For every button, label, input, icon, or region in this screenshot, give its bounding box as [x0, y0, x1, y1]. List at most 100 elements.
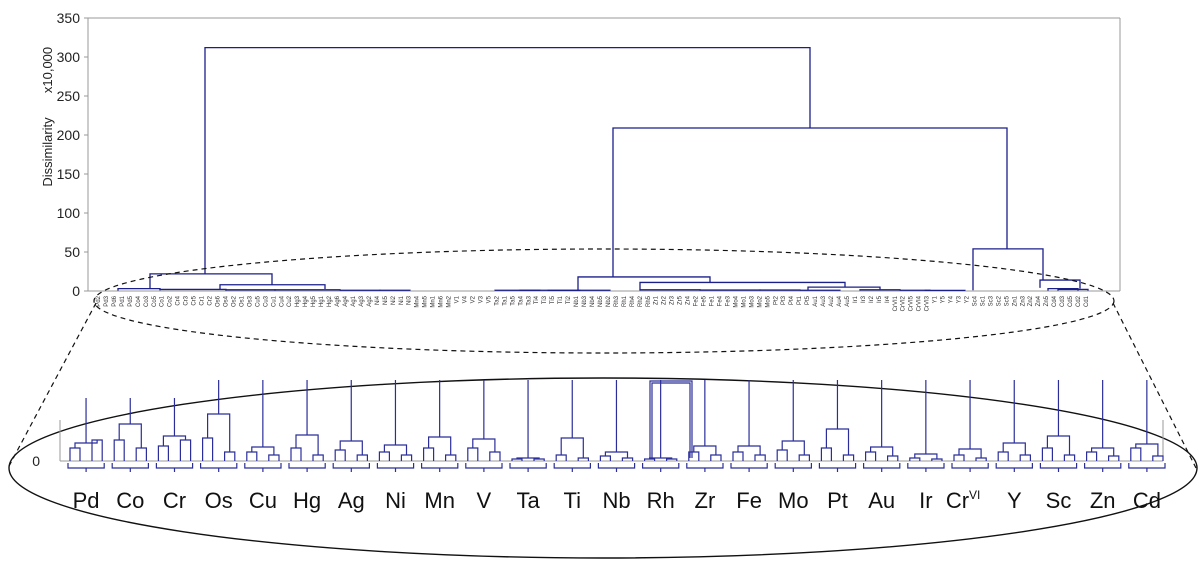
leaf-label: Cu4	[279, 295, 285, 307]
leaf-label: Pd3	[104, 295, 110, 306]
dendrogram-link	[639, 281, 846, 290]
zoom-link	[202, 437, 214, 461]
zoom-link	[599, 455, 611, 461]
zoom-link	[467, 447, 479, 461]
zoom-link	[1108, 455, 1120, 461]
zoom-bracket	[774, 463, 812, 469]
leaf-label: Pd1	[120, 295, 126, 306]
zoom-link	[820, 447, 832, 461]
zoom-bracket	[155, 463, 194, 469]
zoom-link	[69, 447, 81, 461]
dendrogram-link	[859, 289, 901, 291]
leaf-label: Zr2	[662, 295, 668, 305]
dendrogram-link	[759, 289, 801, 291]
leaf-label: Ir4	[885, 295, 891, 303]
leaf-label: Zn5	[1044, 295, 1050, 306]
zoom-group-label: Ni	[385, 488, 406, 513]
leaf-label: Rh3	[614, 295, 620, 307]
leaf-label: Ag2	[367, 295, 373, 306]
zoom-group-label: Mn	[424, 488, 455, 513]
zoom-group-label: Fe	[736, 488, 762, 513]
leaf-label: V5	[486, 295, 492, 303]
y-tick-labels: 0 50 100 150 200 250 300 350	[57, 10, 88, 299]
leaf-label: Ni1	[399, 295, 405, 305]
leaf-label: Mn1	[431, 295, 437, 307]
zoom-group-superscript: VI	[969, 488, 980, 502]
leaf-label: Mo3	[749, 295, 755, 307]
zoom-bracket	[67, 463, 105, 469]
zoom-bracket	[597, 463, 636, 469]
zoom-link	[224, 451, 236, 461]
leaf-labels: Pd2 Pd3 Pd6 Pd1 Pd5 Co4 Co3 Co5 Co1 Co2 Cr4 Cr3 Cr5 C…	[96, 295, 1090, 311]
zoom-group-label: Au	[868, 488, 895, 513]
zoom-group-label: Pt	[827, 488, 848, 513]
leaf-label: Cd1	[1084, 295, 1090, 307]
leaf-label: Ta3	[526, 295, 532, 305]
leaf-label: Zr1	[654, 295, 660, 305]
zoom-group-label: Zr	[695, 488, 716, 513]
leaf-label: Rh5	[646, 295, 652, 307]
leaf-label: Nb2	[606, 295, 612, 307]
dendrogram-link	[972, 248, 1044, 291]
leaf-label: Co4	[136, 295, 142, 307]
leaf-label: V4	[463, 295, 469, 303]
zoom-link	[113, 439, 125, 461]
leaf-label: Sc1	[980, 295, 986, 306]
zoom-group-label: Sc	[1046, 488, 1072, 513]
zoom-group-label: Cr	[163, 488, 186, 513]
zoom-link	[157, 445, 169, 461]
leaf-label: Mn4	[415, 295, 421, 307]
zoom-group-label: Y	[1007, 488, 1022, 513]
dendrogram-link	[117, 288, 161, 291]
leaf-label: Ir5	[877, 295, 883, 303]
leaf-label: Au2	[829, 295, 835, 306]
leaf-label: Ag3	[359, 295, 365, 306]
zoom-bracket	[686, 463, 724, 469]
dendrogram-link	[807, 286, 881, 290]
zoom-link	[339, 440, 363, 455]
leaf-label: Rh1	[622, 295, 628, 307]
leaf-label: Cd2	[1076, 295, 1082, 307]
zoom-link	[953, 454, 965, 461]
zoom-bracket	[376, 463, 415, 469]
leaf-label: CrVI3	[925, 295, 931, 311]
leaf-label: Zn3	[1020, 295, 1026, 306]
zoom-group-label: Ag	[338, 488, 365, 513]
zoom-group-label: Os	[205, 488, 233, 513]
zoom-link	[251, 446, 275, 455]
leaf-label: Nb3	[582, 295, 588, 307]
leaf-label: Y3	[957, 295, 963, 303]
leaf-label: Ni3	[407, 295, 413, 305]
zoom-bracket	[1084, 463, 1122, 469]
leaf-label: Zn2	[1028, 295, 1034, 306]
zoom-link	[997, 451, 1009, 461]
dendrogram-link	[149, 273, 273, 289]
leaf-label: Ni2	[391, 295, 397, 305]
zoom-link	[118, 423, 142, 448]
leaf-label: CrVI1	[893, 295, 899, 311]
leaf-label: Zr5	[678, 295, 684, 305]
leaf-label: Ti3	[542, 295, 548, 304]
leaf-label: Mn6	[439, 295, 445, 307]
leaf-label: Cr1	[200, 295, 206, 305]
leaf-label: Mn2	[447, 295, 453, 307]
leaf-label: Ta4	[518, 295, 524, 305]
leaf-label: Sc3	[988, 295, 994, 306]
y-tick-label: 200	[57, 127, 81, 143]
zoom-link	[312, 454, 324, 461]
leaf-label: Fe5	[702, 295, 708, 306]
leaf-label: Fe1	[710, 295, 716, 306]
leaf-label: Ag6	[335, 295, 341, 306]
leaf-label: Ir1	[853, 295, 859, 303]
leaf-label: Cd3	[1060, 295, 1066, 307]
leaf-label: Zr3	[670, 295, 676, 305]
leaf-label: Nb1	[574, 295, 580, 307]
leaf-label: Sc2	[996, 295, 1002, 306]
zoom-bracket	[907, 463, 945, 469]
dendrogram-link	[225, 289, 276, 291]
leaf-label: Cr5	[192, 295, 198, 305]
zoom-link	[472, 438, 496, 452]
zoom-link	[798, 454, 810, 461]
zoom-bracket	[332, 463, 370, 469]
zoom-bracket	[465, 463, 503, 469]
